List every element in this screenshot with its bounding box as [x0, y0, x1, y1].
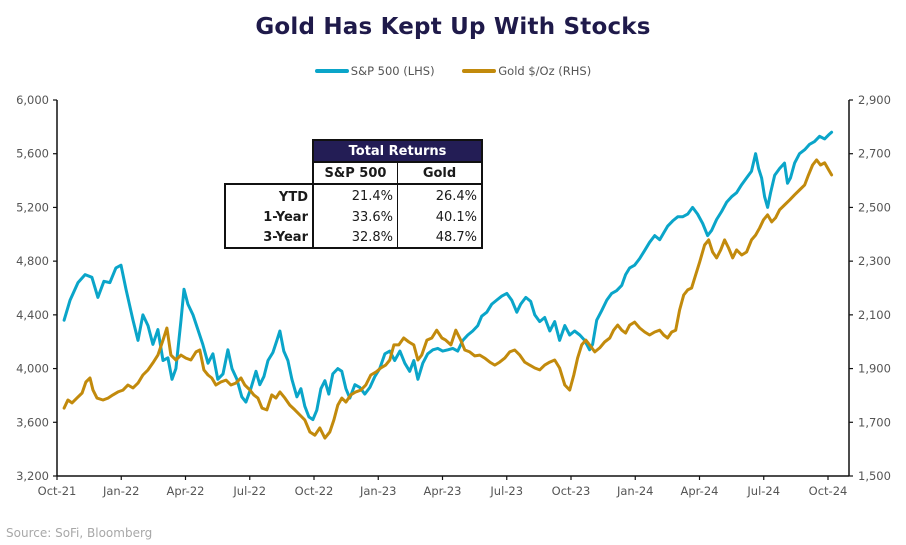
x-tick-label: Jul-22 [232, 484, 266, 498]
x-tick-label: Jul-24 [746, 484, 780, 498]
x-tick-label: Oct-23 [552, 484, 591, 498]
right-tick-label: 1,700 [858, 415, 891, 429]
left-tick-label: 4,800 [16, 254, 49, 268]
table-corner [225, 162, 313, 185]
right-tick-label: 2,100 [858, 308, 891, 322]
right-tick-label: 2,300 [858, 254, 891, 268]
legend-item-gold: Gold $/Oz (RHS) [462, 64, 591, 78]
left-tick-label: 4,000 [16, 362, 49, 376]
x-tick-label: Jan-22 [102, 484, 140, 498]
left-tick-label: 5,200 [16, 200, 49, 214]
legend-item-sp500: S&P 500 (LHS) [314, 64, 435, 78]
x-tick-label: Apr-23 [424, 484, 462, 498]
cell-sp500: 21.4% [313, 184, 398, 207]
x-tick-label: Apr-22 [167, 484, 205, 498]
cell-sp500: 32.8% [313, 227, 398, 249]
x-tick-label: Jan-23 [359, 484, 397, 498]
left-tick-label: 5,600 [16, 147, 49, 161]
left-tick-label: 3,200 [16, 469, 49, 483]
x-tick-label: Jan-24 [616, 484, 654, 498]
right-tick-label: 1,500 [858, 469, 891, 483]
cell-sp500: 33.6% [313, 207, 398, 227]
table-corner [225, 140, 313, 162]
right-tick-label: 2,700 [858, 147, 891, 161]
table-col-sp500: S&P 500 [312, 162, 398, 185]
left-tick-label: 3,600 [16, 415, 49, 429]
chart-title: Gold Has Kept Up With Stocks [255, 14, 651, 40]
source-note: Source: SoFi, Bloomberg [6, 526, 153, 540]
left-tick-label: 4,400 [16, 308, 49, 322]
row-label: YTD [224, 184, 314, 207]
left-tick-label: 6,000 [16, 93, 49, 107]
x-tick-label: Oct-24 [809, 484, 848, 498]
sp500-line [62, 130, 834, 422]
gold-line [62, 158, 834, 440]
right-tick-label: 2,500 [858, 200, 891, 214]
right-tick-label: 2,900 [858, 93, 891, 107]
row-label: 1-Year [224, 207, 314, 227]
table-row: YTD 21.4% 26.4% [224, 184, 483, 207]
legend-label-gold: Gold $/Oz (RHS) [498, 64, 592, 78]
right-tick-label: 1,900 [858, 362, 891, 376]
x-tick-label: Oct-22 [295, 484, 334, 498]
table-row: 3-Year 32.8% 48.7% [224, 227, 483, 249]
cell-gold: 40.1% [397, 207, 483, 227]
table-row: 1-Year 33.6% 40.1% [224, 207, 483, 227]
x-tick-label: Oct-21 [38, 484, 77, 498]
returns-table: Total Returns S&P 500 Gold YTD 21.4% 26.… [224, 139, 483, 249]
cell-gold: 26.4% [397, 184, 483, 207]
table-col-gold: Gold [397, 162, 483, 185]
legend-swatch-gold [462, 69, 497, 73]
x-tick-label: Jul-23 [489, 484, 523, 498]
row-label: 3-Year [224, 227, 314, 249]
legend-label-sp500: S&P 500 (LHS) [350, 64, 435, 78]
table-header-title: Total Returns [312, 139, 483, 163]
x-tick-label: Apr-24 [681, 484, 719, 498]
legend: S&P 500 (LHS) Gold $/Oz (RHS) [0, 62, 906, 78]
legend-swatch-sp500 [314, 69, 349, 73]
cell-gold: 48.7% [397, 227, 483, 249]
